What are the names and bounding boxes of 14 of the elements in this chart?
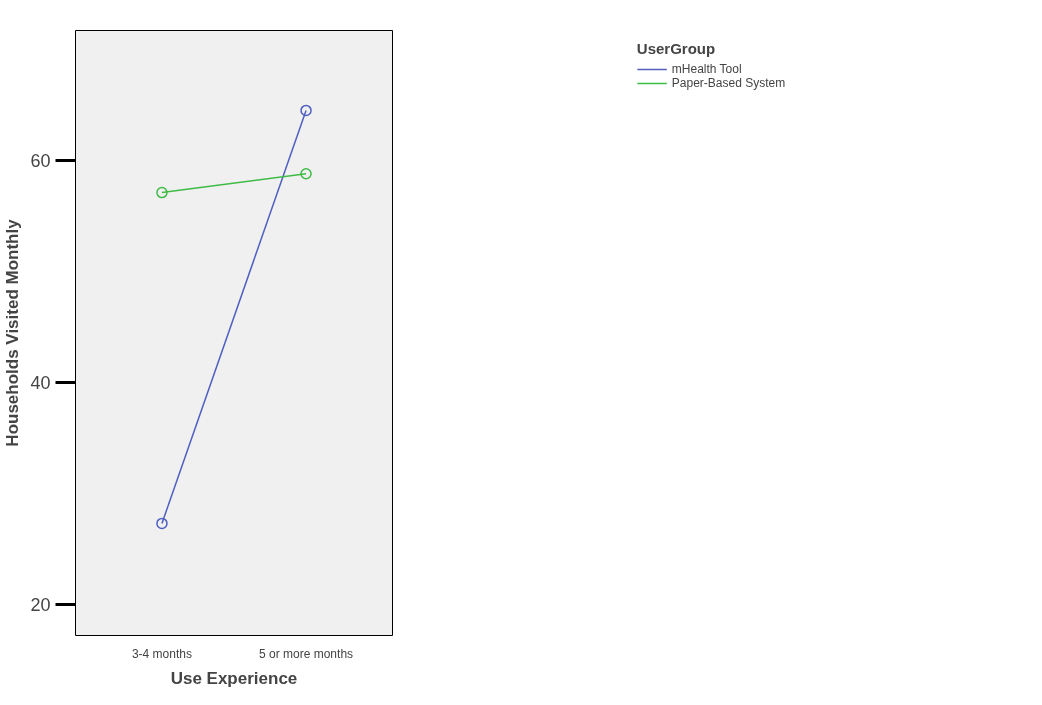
x-axis-title: Use Experience <box>170 668 298 688</box>
x-tick-label: 3-4 months <box>131 646 192 661</box>
point <box>156 186 168 199</box>
y-axis-title: Households Visited Monthly <box>3 218 23 447</box>
y-tick-label: 60 <box>30 150 51 171</box>
y-tick-label: 20 <box>30 594 51 615</box>
legend-label: mHealth Tool <box>671 62 742 76</box>
x-tick-label: 5 or more months <box>259 646 354 661</box>
point <box>300 167 312 180</box>
legend-title: UserGroup <box>636 40 717 57</box>
point <box>300 104 312 117</box>
legend-label: Paper-Based System <box>671 76 786 90</box>
point <box>156 517 168 530</box>
y-tick-label: 40 <box>30 372 51 393</box>
